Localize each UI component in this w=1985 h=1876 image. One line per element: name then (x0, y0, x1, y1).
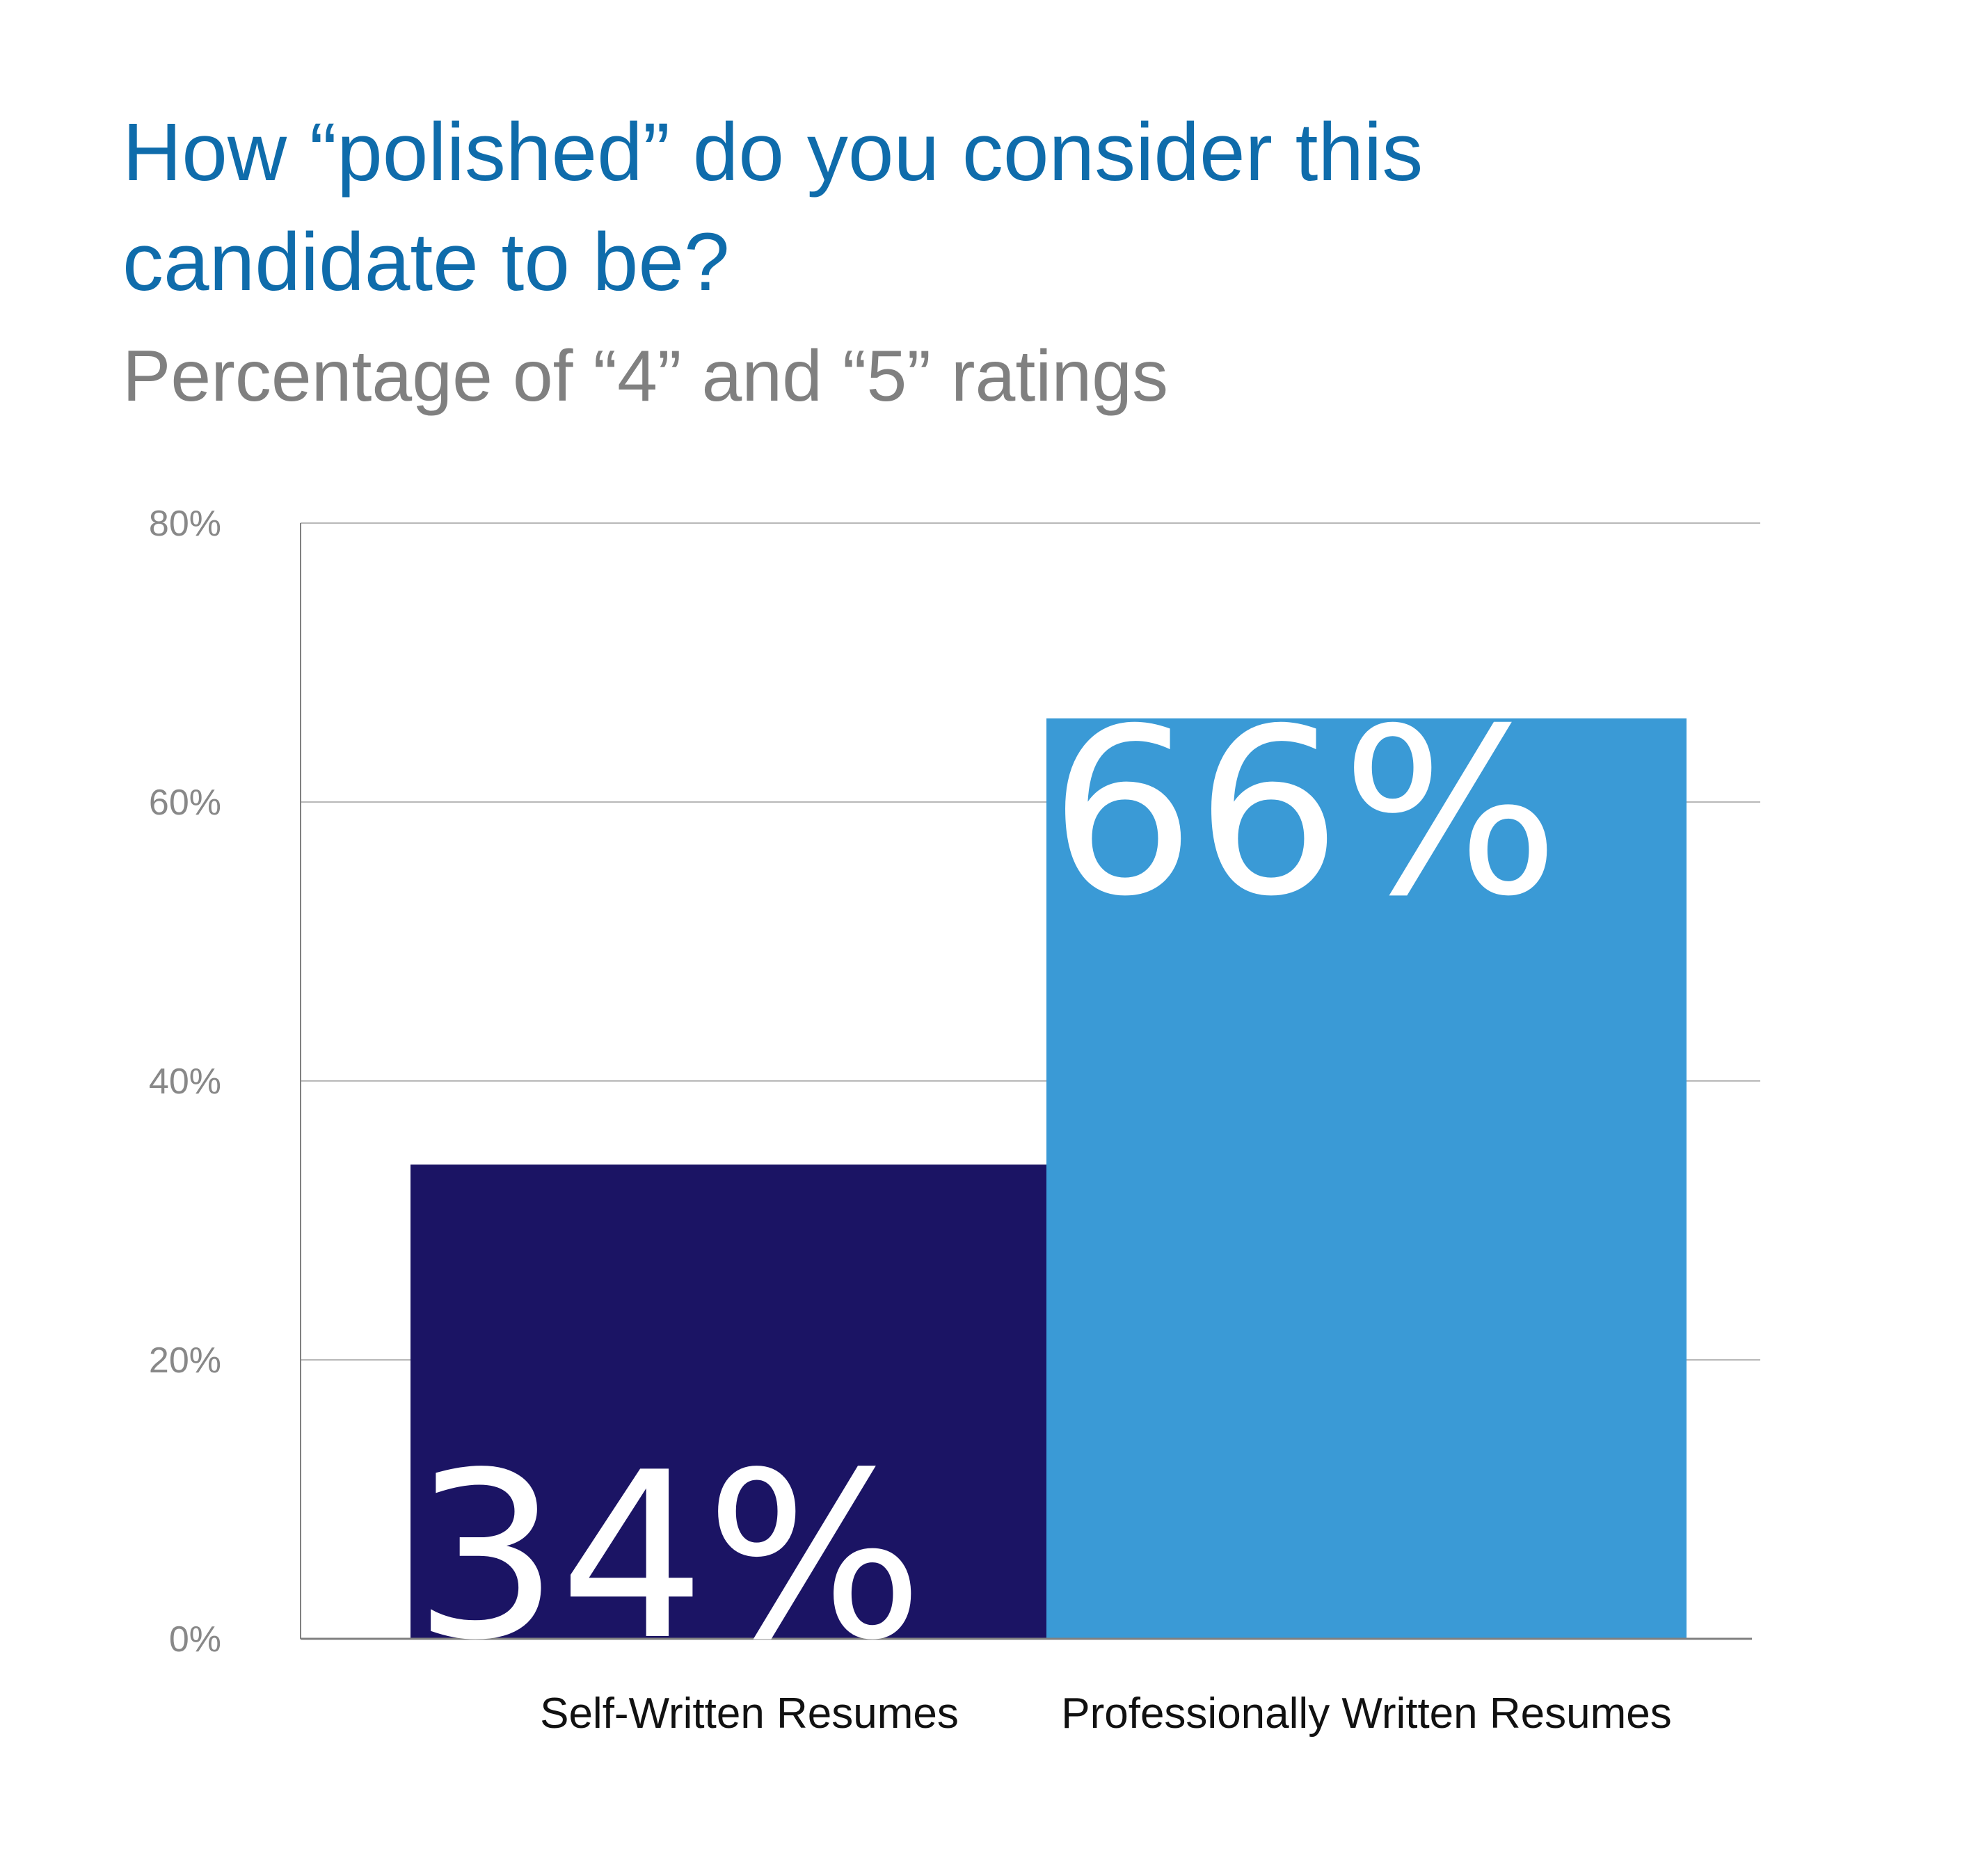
y-tick-label: 20% (149, 1340, 221, 1381)
y-tick-labels: 0% 20% 40% 60% 80% (149, 504, 221, 1660)
y-tick-label: 80% (149, 504, 221, 544)
value-label: 66% (1049, 680, 1559, 947)
y-tick-label: 40% (149, 1061, 221, 1102)
category-labels: Self-Written Resumes Professionally Writt… (540, 1690, 1672, 1738)
bar-professionally-written (1046, 718, 1687, 1639)
axes-group (300, 523, 1752, 1640)
bar-self-written (410, 1164, 1046, 1639)
category-label: Professionally Written Resumes (1061, 1690, 1672, 1738)
chart-title: How “polished” do you consider this cand… (122, 106, 1424, 308)
value-label: 34% (413, 1423, 923, 1690)
y-tick-label: 60% (149, 783, 221, 823)
chart-subtitle: Percentage of “4” and “5” ratings (122, 336, 1169, 417)
bars-group (410, 718, 1687, 1639)
y-tick-label: 0% (169, 1619, 221, 1660)
category-label: Self-Written Resumes (540, 1690, 959, 1738)
value-labels: 34% 66% (413, 680, 1559, 1690)
